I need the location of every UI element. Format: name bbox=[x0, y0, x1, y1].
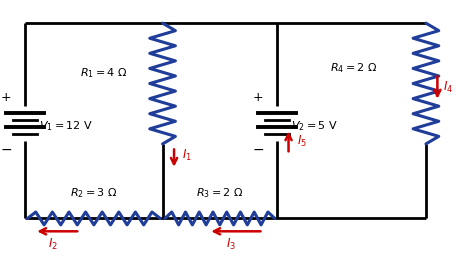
Text: $R_3 = 2\ \Omega$: $R_3 = 2\ \Omega$ bbox=[196, 187, 244, 200]
Text: $+$: $+$ bbox=[252, 91, 263, 104]
Text: $-$: $-$ bbox=[252, 142, 264, 156]
Text: $+$: $+$ bbox=[0, 91, 11, 104]
Text: $R_2 = 3\ \Omega$: $R_2 = 3\ \Omega$ bbox=[70, 187, 118, 200]
Text: $-$: $-$ bbox=[0, 142, 12, 156]
Text: $V_2 = 5\ \mathrm{V}$: $V_2 = 5\ \mathrm{V}$ bbox=[291, 119, 338, 133]
Text: $I_5$: $I_5$ bbox=[297, 134, 307, 149]
Text: $R_4 = 2\ \Omega$: $R_4 = 2\ \Omega$ bbox=[330, 61, 377, 75]
Text: $V_1 = 12\ \mathrm{V}$: $V_1 = 12\ \mathrm{V}$ bbox=[39, 119, 93, 133]
Text: $I_4$: $I_4$ bbox=[443, 80, 453, 95]
Text: $R_1 = 4\ \Omega$: $R_1 = 4\ \Omega$ bbox=[80, 66, 127, 80]
Text: $I_3$: $I_3$ bbox=[226, 236, 236, 252]
Text: $I_2$: $I_2$ bbox=[48, 236, 58, 252]
Text: $I_1$: $I_1$ bbox=[182, 148, 192, 163]
